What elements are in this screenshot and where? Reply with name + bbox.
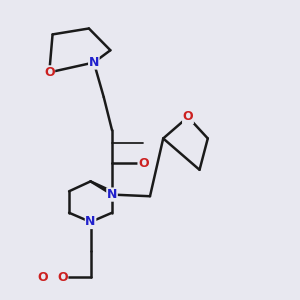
- Text: O: O: [37, 271, 48, 284]
- Text: O: O: [44, 66, 55, 79]
- Text: N: N: [85, 215, 96, 229]
- Text: N: N: [107, 188, 117, 201]
- Text: O: O: [57, 271, 68, 284]
- Text: N: N: [89, 56, 99, 69]
- Text: O: O: [138, 157, 149, 170]
- Text: O: O: [183, 110, 193, 124]
